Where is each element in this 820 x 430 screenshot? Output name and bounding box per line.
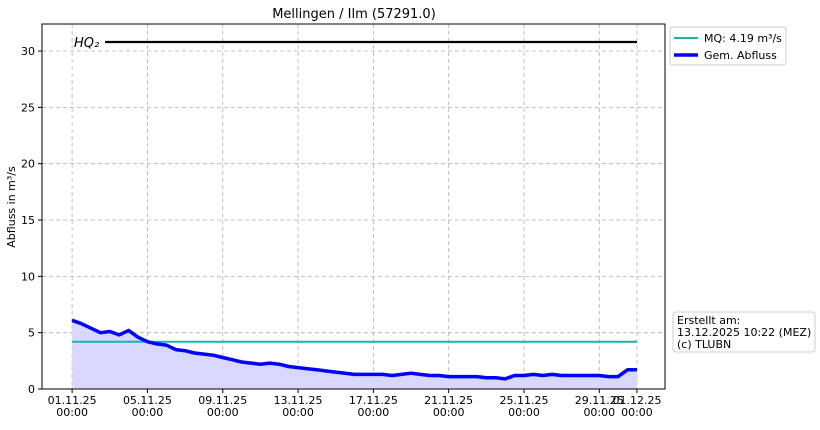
plot — [72, 320, 638, 389]
legend-label: MQ: 4.19 m³/s — [704, 32, 782, 45]
y-axis-label: Abfluss in m³/s — [5, 166, 18, 248]
reference-label: HQ₂ — [74, 36, 99, 51]
x-tick-label: 25.11.25 00:00 — [499, 394, 548, 419]
legend-box — [669, 26, 787, 66]
x-tick-label: 01.12.25 00:00 — [612, 394, 661, 419]
x-tick-label: 17.11.25 00:00 — [349, 394, 398, 419]
y-tick-label: 20 — [21, 158, 35, 171]
x-tick-label: 05.11.25 00:00 — [123, 394, 172, 419]
y-tick-label: 15 — [21, 214, 35, 227]
y-tick-label: 25 — [21, 101, 35, 114]
x-tick-label: 13.11.25 00:00 — [274, 394, 323, 419]
legend-label: Gem. Abfluss — [704, 49, 777, 62]
x-tick-label: 01.11.25 00:00 — [48, 394, 97, 419]
chart-title: Mellingen / Ilm (57291.0) — [272, 7, 436, 22]
series-line — [71, 318, 637, 381]
plot-frame — [41, 23, 666, 390]
note-text: Erstellt am: — [677, 314, 740, 327]
x-tick-label: 21.11.25 00:00 — [424, 394, 473, 419]
area-fill — [72, 320, 638, 389]
y-tick-label: 10 — [21, 270, 35, 283]
y-tick-label: 5 — [28, 327, 35, 340]
note-text: (c) TLUBN — [677, 338, 731, 351]
y-tick-label: 30 — [21, 45, 35, 58]
x-tick-label: 09.11.25 00:00 — [198, 394, 247, 419]
x-tick-label: 29.11.25 00:00 — [575, 394, 624, 419]
y-tick-label: 0 — [28, 383, 35, 396]
note-text: 13.12.2025 10:22 (MEZ) — [677, 326, 811, 339]
note-box — [672, 311, 816, 353]
